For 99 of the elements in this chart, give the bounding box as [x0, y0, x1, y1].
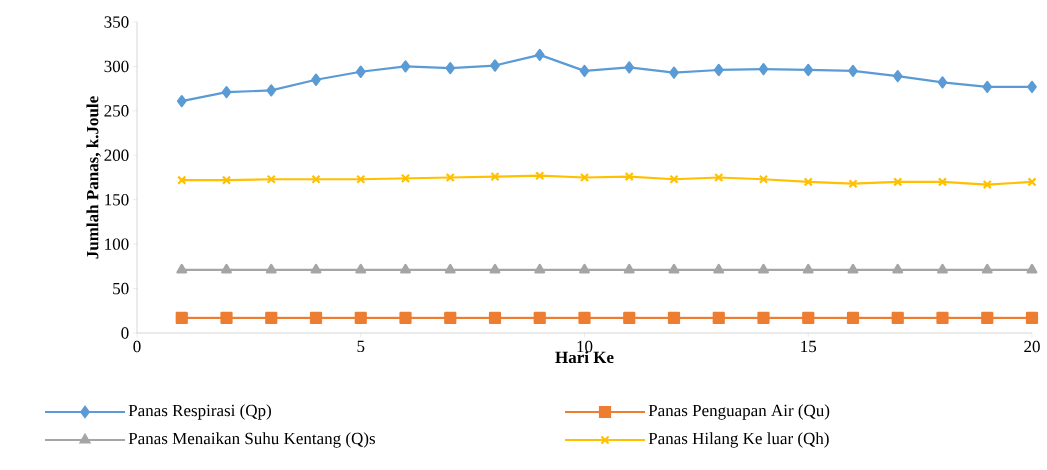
point: [489, 263, 501, 274]
point: [578, 311, 591, 324]
point: [803, 177, 813, 187]
point: [937, 263, 948, 274]
x-axis-title: Hari Ke: [555, 351, 614, 364]
point: [354, 311, 367, 324]
y-tick-label: 300: [104, 60, 129, 73]
x-tick-label: 0: [133, 340, 141, 353]
point: [982, 80, 993, 93]
point: [534, 48, 545, 61]
y-tick-label: 150: [105, 193, 129, 206]
point: [667, 311, 681, 324]
point: [1026, 263, 1038, 274]
point: [892, 263, 904, 274]
x-tick-label: 5: [357, 340, 365, 353]
point: [311, 73, 321, 86]
point: [400, 173, 411, 184]
y-axis-title: Jumlah Panas, k.Joule: [86, 96, 101, 259]
point: [220, 311, 233, 324]
point: [624, 61, 635, 74]
point: [623, 311, 636, 324]
x-tick-label: 15: [801, 340, 817, 353]
point: [982, 179, 992, 190]
y-tick-label: 250: [104, 105, 129, 117]
y-tick-label: 50: [113, 282, 129, 295]
point: [1027, 177, 1037, 187]
point: [848, 64, 858, 77]
point: [175, 311, 188, 324]
legend-label: Panas Menaikan Suhu Kentang (Q)s: [128, 432, 375, 448]
point: [669, 174, 679, 184]
point: [802, 263, 814, 274]
legend-label: Panas Respirasi (Qp): [128, 404, 271, 420]
point: [176, 94, 187, 108]
point: [399, 311, 412, 324]
point: [444, 311, 457, 324]
point: [265, 263, 277, 274]
point: [757, 311, 770, 324]
point: [309, 311, 323, 324]
point: [177, 175, 187, 185]
point: [534, 263, 546, 274]
point: [893, 177, 903, 187]
point: [758, 62, 769, 76]
point: [266, 84, 277, 97]
y-tick-label: 350: [104, 16, 129, 28]
point: [266, 174, 276, 184]
point: [221, 86, 232, 99]
point: [535, 171, 545, 181]
point: [936, 311, 949, 324]
point: [176, 263, 188, 274]
y-tick-label: 200: [104, 149, 129, 162]
point: [1027, 80, 1037, 93]
point: [713, 263, 725, 274]
point: [803, 63, 814, 77]
legend-label: Panas Hilang Ke luar (Qh): [648, 432, 829, 448]
point: [668, 263, 680, 274]
point: [444, 263, 456, 274]
point: [847, 263, 859, 274]
point: [445, 172, 455, 183]
point: [846, 311, 860, 324]
point: [355, 263, 367, 274]
point: [802, 311, 815, 324]
point: [937, 76, 948, 89]
x-tick-label: 10: [577, 340, 593, 353]
point: [712, 311, 725, 324]
point: [221, 263, 232, 274]
legend-label: Panas Penguapan Air (Qu): [648, 404, 830, 420]
point: [758, 263, 769, 274]
point: [310, 263, 322, 274]
point: [848, 179, 858, 189]
point: [669, 66, 679, 79]
point: [579, 263, 590, 274]
point: [937, 177, 948, 187]
y-tick-label: 0: [121, 327, 129, 339]
point: [355, 65, 366, 78]
point: [400, 263, 411, 274]
point: [356, 174, 366, 184]
point: [533, 311, 546, 324]
point: [758, 174, 769, 184]
x-tick-label: 20: [1024, 340, 1040, 353]
point: [311, 174, 321, 184]
point: [714, 172, 724, 183]
point: [623, 263, 635, 274]
point: [488, 311, 502, 324]
point: [265, 311, 278, 324]
point: [579, 64, 590, 77]
y-tick-label: 100: [105, 238, 129, 250]
point: [221, 175, 232, 185]
point: [713, 63, 724, 77]
point: [981, 263, 993, 274]
point: [400, 60, 411, 73]
point: [579, 172, 590, 183]
point: [490, 59, 500, 72]
point: [891, 311, 904, 324]
point: [445, 62, 456, 75]
point: [892, 70, 903, 83]
point: [981, 311, 994, 324]
point: [490, 171, 500, 182]
point: [624, 171, 634, 182]
point: [1025, 311, 1039, 324]
